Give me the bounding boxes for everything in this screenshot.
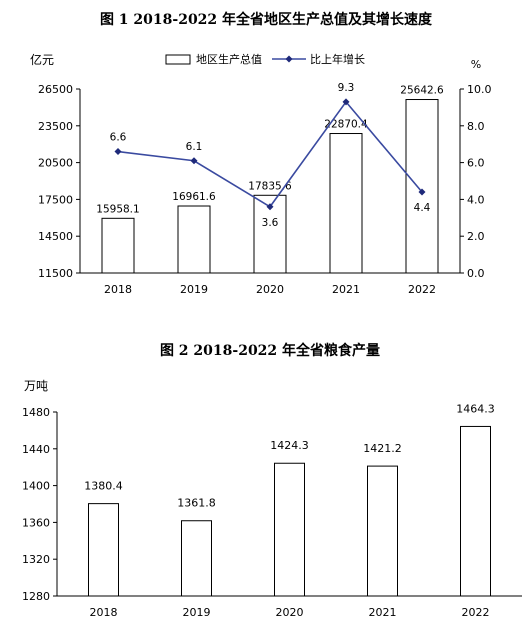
chart2-x-labels: 2018 2019 2020 2021 2022 (90, 606, 490, 619)
y-tick-label: 1360 (22, 516, 50, 529)
grain-bar (460, 425, 491, 597)
x-tick-label: 2022 (408, 283, 436, 296)
chart2-title: 图 2 2018-2022 年全省粮食产量 (160, 342, 380, 359)
grain-bar-label: 1361.8 (177, 497, 216, 510)
grain-bar-label: 1424.3 (270, 439, 309, 452)
legend-line-marker (285, 55, 293, 63)
left-tick-label: 20500 (38, 157, 73, 170)
legend-bar-swatch (165, 54, 191, 65)
grain-bar (88, 503, 119, 597)
chart1-legend: 地区生产总值 比上年增长 (165, 52, 365, 66)
growth-point (418, 188, 426, 196)
gdp-bar (405, 99, 439, 274)
left-tick-label: 26500 (38, 83, 73, 96)
x-tick-label: 2018 (90, 606, 118, 619)
y-tick-label: 1440 (22, 443, 50, 456)
right-tick-label: 0.0 (467, 267, 485, 280)
chart1-growth-line: 6.6 6.1 3.6 9.3 4.4 (110, 82, 431, 229)
x-tick-label: 2018 (104, 283, 132, 296)
gdp-bar (101, 217, 135, 274)
y-tick-label: 1320 (22, 553, 50, 566)
growth-point (266, 203, 274, 211)
growth-point (114, 148, 122, 156)
right-tick-label: 10.0 (467, 83, 492, 96)
chart1-right-unit: % (471, 58, 481, 71)
growth-point (342, 98, 350, 106)
y-tick-label: 1400 (22, 480, 50, 493)
gdp-bar-label: 15958.1 (96, 203, 139, 215)
x-tick-label: 2021 (332, 283, 360, 296)
right-tick-label: 8.0 (467, 120, 485, 133)
chart1-left-ticks: 11500 14500 17500 20500 23500 26500 (38, 83, 80, 280)
chart2-y-ticks: 1280 1320 1360 1400 1440 1480 (22, 406, 57, 603)
right-tick-label: 6.0 (467, 157, 485, 170)
left-tick-label: 17500 (38, 193, 73, 206)
chart1-title: 图 1 2018-2022 年全省地区生产总值及其增长速度 (100, 11, 433, 28)
right-tick-label: 2.0 (467, 230, 485, 243)
chart1-right-ticks: 0.0 2.0 4.0 6.0 8.0 10.0 (460, 83, 492, 280)
y-tick-label: 1480 (22, 406, 50, 419)
legend-bar-label: 地区生产总值 (196, 52, 262, 66)
grain-bar-label: 1464.3 (456, 402, 495, 415)
growth-label: 6.1 (186, 141, 203, 153)
gdp-bar (329, 133, 363, 274)
gdp-bar-label: 22870.4 (324, 119, 368, 131)
x-tick-label: 2020 (256, 283, 284, 296)
gdp-bar (253, 194, 287, 274)
growth-label: 3.6 (262, 217, 279, 229)
growth-label: 9.3 (338, 82, 355, 94)
gdp-bar-label: 17835.6 (248, 180, 292, 192)
x-tick-label: 2019 (183, 606, 211, 619)
chart1-left-unit: 亿元 (30, 52, 54, 67)
left-tick-label: 23500 (38, 120, 73, 133)
grain-chart: 图 2 2018-2022 年全省粮食产量 万吨 1280 1320 1360 140… (22, 342, 522, 619)
x-tick-label: 2020 (276, 606, 304, 619)
chart1-bars: 15958.1 16961.6 17835.6 22870.4 25642.6 (96, 85, 444, 274)
growth-label: 6.6 (110, 132, 127, 144)
grain-bar-label: 1421.2 (363, 442, 402, 455)
grain-bar (274, 462, 305, 597)
gdp-bar-label: 25642.6 (400, 85, 444, 97)
left-tick-label: 11500 (38, 267, 73, 280)
left-tick-label: 14500 (38, 230, 73, 243)
grain-bar (367, 465, 398, 597)
chart1-x-labels: 2018 2019 2020 2021 2022 (104, 283, 436, 296)
grain-bar (181, 520, 212, 597)
x-tick-label: 2022 (462, 606, 490, 619)
gdp-bar (177, 205, 211, 274)
x-tick-label: 2021 (369, 606, 397, 619)
x-tick-label: 2019 (180, 283, 208, 296)
gdp-chart: 图 1 2018-2022 年全省地区生产总值及其增长速度 亿元 % 地区生产总… (30, 11, 492, 296)
grain-bar-label: 1380.4 (84, 480, 123, 493)
chart2-bars: 1380.4 1361.8 1424.3 1421.2 1464.3 (84, 402, 495, 597)
y-tick-label: 1280 (22, 590, 50, 603)
right-tick-label: 4.0 (467, 193, 485, 206)
growth-point (190, 157, 198, 165)
gdp-bar-label: 16961.6 (172, 191, 216, 203)
growth-label: 4.4 (414, 202, 431, 214)
legend-line-label: 比上年增长 (310, 52, 365, 66)
chart2-unit: 万吨 (24, 379, 48, 393)
